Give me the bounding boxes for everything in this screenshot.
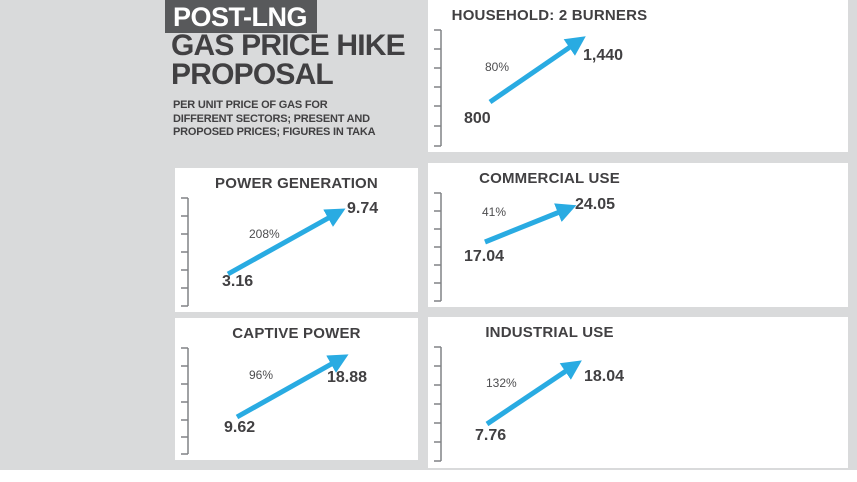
percent-change: 96% [249,368,274,382]
panel-title: POWER GENERATION [215,175,378,192]
panel-title: INDUSTRIAL USE [485,324,614,341]
present-value: 3.16 [222,273,254,290]
trend-arrow-chart [434,346,582,462]
kicker-badge: POST-LNG [165,0,318,33]
present-value: 7.76 [475,427,507,444]
chart-panel-industrial-use: INDUSTRIAL USE 7.76 132% 18.04 [428,317,848,468]
trend-arrow [226,208,346,277]
trend-arrow-chart [181,197,346,307]
trend-arrow-chart [434,29,586,147]
chart-panel-commercial-use: COMMERCIAL USE 17.04 41% 24.05 [428,163,848,307]
trend-arrow [235,354,349,420]
present-value: 9.62 [224,419,256,436]
y-axis-ticks [434,192,441,302]
y-axis-ticks [434,29,441,147]
percent-change: 208% [249,227,280,241]
percent-change: 132% [486,376,517,390]
percent-change: 80% [485,60,510,74]
trend-arrow-chart [181,347,349,455]
y-axis-ticks [181,197,188,307]
proposed-value: 9.74 [347,200,379,217]
trend-arrow-chart [434,192,577,302]
trend-arrow [484,203,577,245]
chart-panel-household: HOUSEHOLD: 2 BURNERS 800 80% 1,440 [428,0,848,152]
proposed-value: 18.04 [584,368,625,385]
title-line-2: PROPOSAL [171,58,334,91]
y-axis-ticks [181,347,188,455]
present-value: 17.04 [464,248,505,265]
proposed-value: 1,440 [583,47,624,64]
panel-title: HOUSEHOLD: 2 BURNERS [451,7,648,24]
proposed-value: 18.88 [327,369,368,386]
subtitle: PER UNIT PRICE OF GAS FOR DIFFERENT SECT… [173,99,376,138]
proposed-value: 24.05 [575,196,616,213]
trend-arrow [488,36,586,105]
panel-title: CAPTIVE POWER [232,325,361,342]
percent-change: 41% [482,205,507,219]
present-value: 800 [464,110,491,127]
y-axis-ticks [434,346,441,462]
trend-arrow [485,360,582,427]
panel-title: COMMERCIAL USE [479,170,620,187]
title-line-1: GAS PRICE HIKE [171,29,406,62]
chart-panel-power-generation: POWER GENERATION 3.16 208% 9.74 [175,168,418,312]
chart-panel-captive-power: CAPTIVE POWER 9.62 96% 18.88 [175,318,418,460]
